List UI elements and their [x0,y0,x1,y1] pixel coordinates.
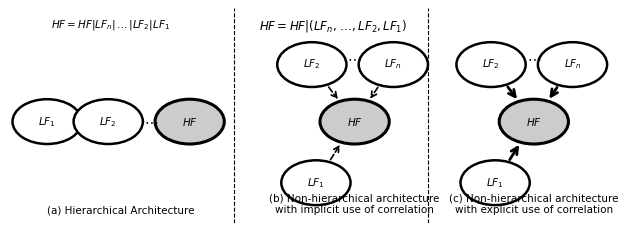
Text: (a) Hierarchical Architecture: (a) Hierarchical Architecture [47,205,195,215]
Text: $LF_1$: $LF_1$ [307,176,324,190]
Ellipse shape [13,99,82,144]
Ellipse shape [499,99,568,144]
Text: $LF_n$: $LF_n$ [385,58,402,71]
Ellipse shape [155,99,224,144]
Text: $LF_1$: $LF_1$ [486,176,504,190]
Text: $LF_2$: $LF_2$ [303,58,321,71]
Ellipse shape [456,42,525,87]
Text: $LF_n$: $LF_n$ [564,58,581,71]
Text: $HF$: $HF$ [347,116,363,128]
Text: $HF$: $HF$ [526,116,542,128]
Text: $\cdots$: $\cdots$ [144,115,158,129]
Text: (b) Non-hierarchical architecture
with implicit use of correlation: (b) Non-hierarchical architecture with i… [269,194,440,215]
Text: $LF_2$: $LF_2$ [99,115,117,128]
Text: $LF_1$: $LF_1$ [38,115,56,128]
Text: $\cdots$: $\cdots$ [348,52,362,65]
Ellipse shape [74,99,143,144]
Text: $\cdots$: $\cdots$ [527,52,541,65]
Text: $HF = HF|(LF_n,\,\ldots,LF_2,LF_1)$: $HF = HF|(LF_n,\,\ldots,LF_2,LF_1)$ [259,18,407,34]
Ellipse shape [461,160,530,205]
Ellipse shape [277,42,346,87]
Text: $LF_2$: $LF_2$ [483,58,500,71]
Ellipse shape [282,160,351,205]
Ellipse shape [538,42,607,87]
Ellipse shape [358,42,428,87]
Text: $HF = HF|LF_n|\,\ldots\,|LF_2|LF_1$: $HF = HF|LF_n|\,\ldots\,|LF_2|LF_1$ [51,18,170,32]
Ellipse shape [320,99,389,144]
Text: $HF$: $HF$ [182,116,198,128]
Text: (c) Non-hierarchical architecture
with explicit use of correlation: (c) Non-hierarchical architecture with e… [449,194,619,215]
